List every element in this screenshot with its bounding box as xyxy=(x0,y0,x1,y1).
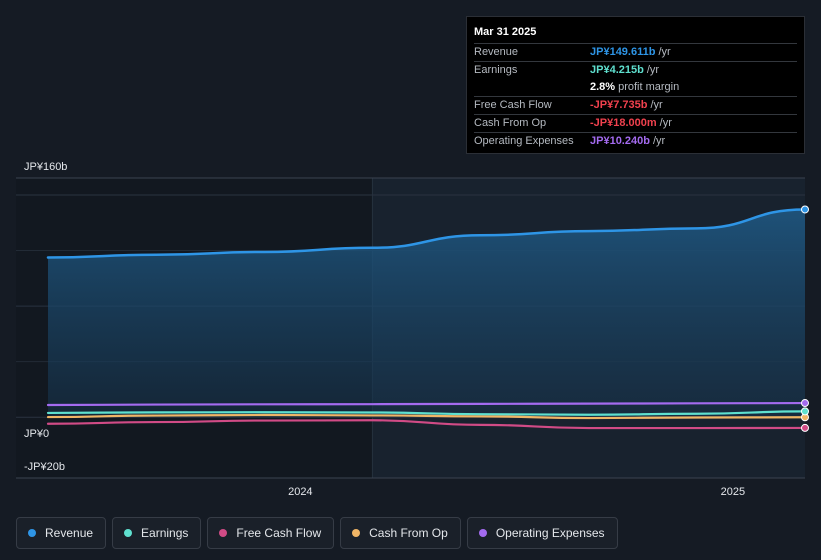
legend-dot-icon xyxy=(28,529,36,537)
free-cash-flow-line xyxy=(46,419,807,430)
tooltip-label: Cash From Op xyxy=(474,117,547,129)
y-tick-label: JP¥160b xyxy=(24,161,67,173)
earnings-end-point xyxy=(801,407,809,416)
tooltip-unit: /yr xyxy=(646,64,660,76)
tooltip-unit: /yr xyxy=(659,117,672,129)
revenue-end-point xyxy=(801,205,809,214)
revenue-line xyxy=(46,208,807,259)
tooltip-label: Earnings xyxy=(474,64,518,76)
tooltip-date: Mar 31 2025 xyxy=(474,24,797,44)
operating-expenses-end-point xyxy=(801,399,809,408)
x-tick-label: 2025 xyxy=(721,486,745,498)
tooltip-unit: /yr xyxy=(650,99,663,111)
legend-label: Cash From Op xyxy=(369,526,448,540)
tooltip-unit: profit margin xyxy=(618,81,680,93)
legend-item-free-cash-flow[interactable]: Free Cash Flow xyxy=(207,517,335,549)
tooltip-value: JP¥10.240b xyxy=(590,135,650,147)
legend-label: Free Cash Flow xyxy=(236,526,322,540)
legend-label: Operating Expenses xyxy=(495,526,605,540)
tooltip-value: 2.8% xyxy=(590,81,616,93)
legend-label: Revenue xyxy=(45,526,94,540)
legend-item-cash-from-op[interactable]: Cash From Op xyxy=(340,517,461,549)
legend: Revenue Earnings Free Cash Flow Cash Fro… xyxy=(16,517,618,549)
tooltip-label: Revenue xyxy=(474,46,519,58)
legend-dot-icon xyxy=(124,529,133,537)
tooltip-row-opex: Operating Expenses JP¥10.240b /yr xyxy=(474,133,797,150)
y-tick-label: -JP¥20b xyxy=(24,461,65,473)
legend-dot-icon xyxy=(478,529,487,537)
tooltip-value: -JP¥7.735b xyxy=(590,99,648,111)
operating-expenses-line xyxy=(46,401,807,407)
tooltip-unit: /yr xyxy=(652,135,666,147)
x-tick-label: 2024 xyxy=(288,486,312,498)
free-cash-flow-end-point xyxy=(801,423,809,432)
tooltip-row-fcf: Free Cash Flow -JP¥7.735b /yr xyxy=(474,97,797,115)
earnings-line xyxy=(46,410,807,416)
tooltip-label xyxy=(474,79,590,96)
tooltip-label: Operating Expenses xyxy=(474,135,574,147)
tooltip-unit: /yr xyxy=(658,46,671,58)
revenue-area xyxy=(48,209,805,418)
tooltip-label: Free Cash Flow xyxy=(474,99,552,111)
tooltip-value: JP¥149.611b xyxy=(590,46,656,58)
legend-dot-icon xyxy=(352,529,361,537)
tooltip-value: JP¥4.215b xyxy=(590,64,644,76)
cash-from-op-line xyxy=(46,413,807,420)
legend-item-earnings[interactable]: Earnings xyxy=(112,517,202,549)
tooltip-row-earnings: Earnings JP¥4.215b /yr xyxy=(474,62,797,79)
tooltip-row-margin: 2.8% profit margin xyxy=(474,79,797,97)
tooltip-value: -JP¥18.000m xyxy=(590,117,657,129)
tooltip-row-revenue: Revenue JP¥149.611b /yr xyxy=(474,44,797,62)
tooltip-panel: Mar 31 2025 Revenue JP¥149.611b /yr Earn… xyxy=(466,16,805,154)
legend-item-operating-expenses[interactable]: Operating Expenses xyxy=(466,517,618,549)
y-tick-label: JP¥0 xyxy=(24,428,49,440)
legend-dot-icon xyxy=(219,529,228,537)
legend-label: Earnings xyxy=(141,526,189,540)
legend-item-revenue[interactable]: Revenue xyxy=(16,517,107,549)
tooltip-row-cfo: Cash From Op -JP¥18.000m /yr xyxy=(474,115,797,133)
